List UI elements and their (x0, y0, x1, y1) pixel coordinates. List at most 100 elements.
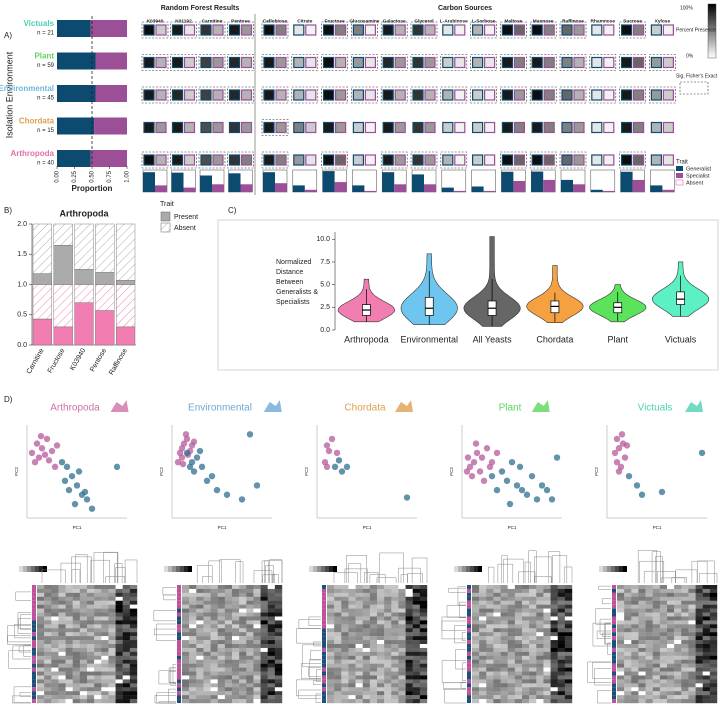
heatmap-cell (674, 636, 682, 641)
heatmap-cell (182, 636, 190, 641)
heatmap-cell (493, 616, 501, 621)
heatmap-cell (638, 671, 646, 676)
generalist-cell (650, 24, 663, 36)
heatmap-cell (246, 691, 254, 696)
x-tick-label: 0.50 (90, 170, 96, 182)
heatmap-cell (543, 608, 551, 613)
heatmap-cell (65, 675, 73, 680)
dendrogram (643, 570, 656, 583)
dendrogram (168, 671, 176, 683)
heatmap-cell (688, 651, 696, 656)
heatmap-cell (334, 647, 342, 653)
heatmap-cell (377, 588, 385, 594)
heatmap-cell (196, 663, 204, 668)
generalist-cell (650, 154, 663, 166)
heatmap-cell (617, 679, 625, 684)
heatmap-cell (507, 624, 516, 629)
heatmap-cell (667, 659, 675, 664)
legend-label: Absent (686, 180, 704, 186)
specialist-cell (183, 89, 196, 101)
dendrogram (154, 628, 176, 636)
heatmap-cell (695, 687, 703, 692)
total-generalist (561, 179, 573, 192)
heatmap-cell (79, 604, 88, 609)
trait-strip (177, 624, 181, 629)
y-tick-label: 0.0 (320, 327, 330, 334)
heatmap-cell (51, 659, 59, 664)
heatmap-cell (493, 640, 501, 645)
heatmap-cell (659, 608, 668, 613)
dendrogram (298, 619, 321, 629)
heatmap-cell (327, 585, 335, 590)
heatmap-cell (507, 588, 516, 594)
heatmap-cell (493, 596, 501, 601)
dendrogram (671, 577, 687, 583)
heatmap-cell (391, 604, 399, 609)
heatmap-cell (688, 612, 696, 617)
heatmap-cell (203, 624, 211, 629)
total-specialist (662, 189, 675, 192)
heatmap-cell (232, 667, 240, 672)
specialist-cell (424, 56, 436, 69)
heatmap-cell (79, 687, 88, 692)
point (518, 486, 526, 494)
heatmap-cell (493, 667, 501, 672)
heatmap-cell (260, 683, 268, 688)
total-frame (590, 169, 616, 193)
trait-strip (322, 644, 326, 648)
point (464, 454, 472, 461)
dendrogram (595, 608, 611, 625)
heatmap-cell (550, 616, 558, 621)
legend-label: Absent (174, 225, 196, 232)
dendrogram (605, 622, 611, 645)
heatmap-cell (645, 596, 653, 601)
x-tick-label: Arthropoda (344, 334, 389, 344)
heatmap-cell (688, 687, 696, 692)
heatmap-cell (550, 620, 558, 625)
heatmap-cell (341, 620, 349, 625)
dendrogram (598, 585, 611, 590)
heatmap-cell (486, 612, 494, 617)
heatmap-cell (79, 671, 88, 676)
heatmap-cell (51, 663, 59, 668)
heatmap-cell (267, 588, 276, 594)
heatmap-cell (412, 608, 421, 613)
heatmap-cell (101, 647, 109, 653)
heatmap-cell (232, 640, 240, 645)
heatmap-cell (79, 585, 88, 590)
heatmap-cell (87, 647, 95, 653)
dendrogram (333, 572, 358, 583)
heatmap-cell (79, 667, 88, 672)
heatmap-cell (659, 616, 668, 621)
specialist-cell (240, 24, 253, 36)
generalist-cell (228, 89, 241, 101)
heatmap-cell (405, 628, 413, 633)
heatmap-cell (369, 640, 378, 645)
heatmap-cell (529, 588, 537, 594)
column-header: K01192 (175, 18, 192, 24)
heatmap-cell (362, 659, 371, 664)
specialist-cell (603, 121, 615, 134)
heatmap-cell (253, 636, 261, 641)
heatmap-cell (182, 600, 190, 605)
heatmap-cell (479, 675, 487, 680)
heatmap-cell (652, 691, 661, 696)
heatmap-cell (217, 695, 226, 700)
heatmap-cell (87, 608, 95, 613)
heatmap-cell (341, 588, 349, 594)
heatmap-cell (391, 620, 399, 625)
heatmap-cell (348, 628, 356, 633)
heatmap-cell (239, 604, 247, 609)
heatmap-cell (486, 628, 494, 633)
heatmap-cell (58, 620, 66, 625)
colorbar-cell (39, 566, 43, 572)
heatmap-cell (617, 604, 625, 609)
heatmap-cell (500, 596, 508, 601)
heatmap-cell (203, 592, 211, 597)
heatmap-cell (253, 640, 261, 645)
heatmap-cell (472, 604, 480, 609)
heatmap-cell (384, 651, 392, 656)
trait-strip (467, 608, 471, 613)
heatmap-cell (217, 628, 226, 633)
heatmap-cell (529, 628, 537, 633)
